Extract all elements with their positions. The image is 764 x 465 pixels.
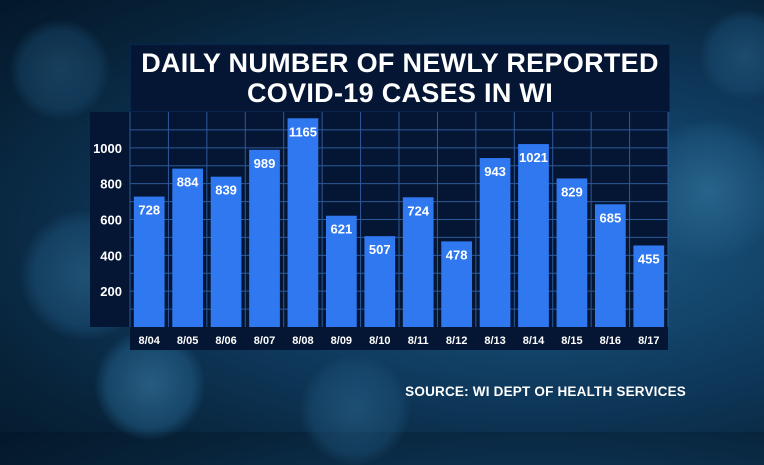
bar-8-04 <box>133 196 165 327</box>
x-tick-label: 8/10 <box>369 335 390 347</box>
bar-value-label: 685 <box>600 210 622 225</box>
chart-title-line-2: COVID-19 CASES IN WI <box>246 78 554 108</box>
bar-value-label: 728 <box>138 203 160 218</box>
x-tick-label: 8/07 <box>254 335 275 347</box>
x-tick-label: 8/09 <box>331 335 352 347</box>
x-tick-label: 8/08 <box>292 335 313 347</box>
x-tick-label: 8/06 <box>215 335 236 347</box>
x-tick-label: 8/11 <box>408 335 429 347</box>
bar-8-12 <box>441 241 473 327</box>
bar-8-07 <box>249 149 280 327</box>
chart-title-box: DAILY NUMBER OF NEWLY REPORTED COVID-19 … <box>130 44 670 112</box>
bar-value-label: 943 <box>484 164 506 179</box>
x-axis-panel <box>130 327 668 350</box>
bar-value-label: 839 <box>215 183 237 198</box>
y-tick-label: 600 <box>100 213 122 228</box>
bar-8-10 <box>364 236 396 327</box>
x-tick-label: 8/05 <box>177 335 198 347</box>
bar-8-09 <box>325 215 357 327</box>
y-axis-panel <box>90 112 130 327</box>
bar-value-label: 1165 <box>289 124 317 139</box>
bar-value-label: 478 <box>446 247 468 262</box>
bar-value-label: 989 <box>254 156 276 171</box>
bar-value-label: 829 <box>561 184 583 199</box>
y-tick-label: 200 <box>100 284 122 299</box>
bar-value-label: 621 <box>331 222 353 237</box>
source-credit: SOURCE: WI DEPT OF HEALTH SERVICES <box>405 384 686 399</box>
chart-title-line-1: DAILY NUMBER OF NEWLY REPORTED <box>141 48 659 78</box>
bar-value-label: 507 <box>369 242 391 257</box>
bar-8-14 <box>518 144 549 327</box>
bar-8-05 <box>172 168 204 327</box>
bar-value-label: 455 <box>638 251 660 266</box>
bar-8-17 <box>633 245 665 327</box>
y-tick-label: 400 <box>100 248 122 263</box>
y-tick-label: 1000 <box>93 141 122 156</box>
bar-8-13 <box>479 158 511 327</box>
y-tick-label: 800 <box>100 177 122 192</box>
bar-8-06 <box>210 176 242 327</box>
bar-value-label: 724 <box>407 203 429 218</box>
x-tick-label: 8/13 <box>484 335 505 347</box>
x-tick-label: 8/15 <box>561 335 582 347</box>
bar-value-label: 884 <box>177 175 199 190</box>
bar-8-15 <box>556 178 588 327</box>
bar-8-11 <box>402 197 434 327</box>
bar-8-16 <box>594 204 626 327</box>
x-tick-label: 8/17 <box>638 335 659 347</box>
x-tick-label: 8/14 <box>523 335 545 347</box>
bar-8-08 <box>287 118 319 327</box>
bar-value-label: 1021 <box>519 150 548 165</box>
x-tick-label: 8/12 <box>446 335 467 347</box>
x-tick-label: 8/04 <box>139 335 161 347</box>
x-tick-label: 8/16 <box>600 335 621 347</box>
bar-chart: 200 400 600 800 1000 728 8/04 884 8/05 839 8/06 989… <box>90 112 669 350</box>
